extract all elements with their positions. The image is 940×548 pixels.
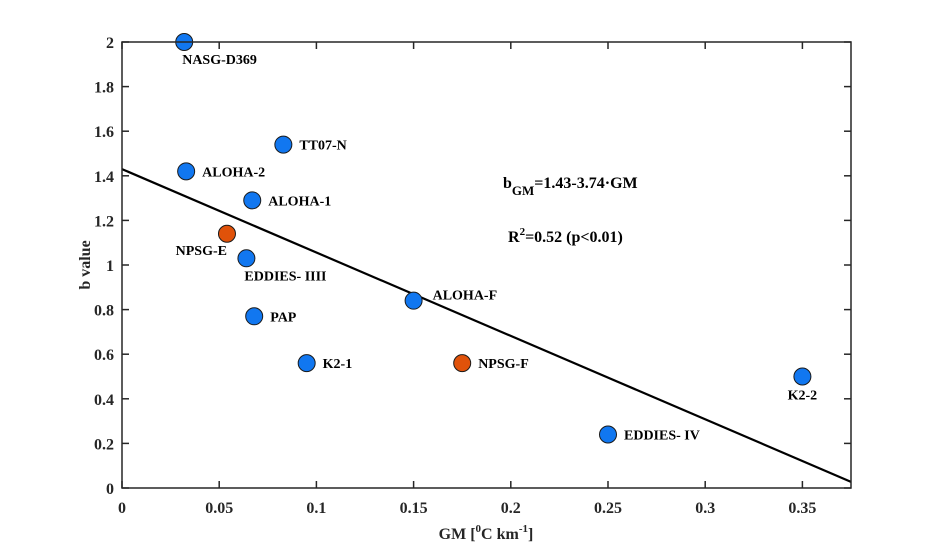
data-point-label: EDDIES- IIII [244, 269, 326, 284]
data-point [245, 307, 264, 326]
x-tick-label: 0.3 [695, 500, 715, 517]
y-tick-label: 0.6 [94, 347, 114, 364]
y-tick-label: 0.4 [94, 392, 114, 409]
data-point-label: NASG-D369 [182, 53, 257, 68]
data-point [404, 291, 423, 310]
x-tick-label: 0.2 [501, 500, 521, 517]
x-tick-label: 0.1 [306, 500, 326, 517]
y-tick-label: 0 [106, 481, 114, 498]
data-point-label: NPSG-F [478, 357, 529, 372]
x-tick-label: 0.25 [594, 500, 622, 517]
x-tick-label: 0.05 [205, 500, 233, 517]
data-point-label: EDDIES- IV [624, 428, 700, 443]
plot-frame [121, 41, 852, 489]
data-point [599, 425, 617, 444]
ticks-layer: 0 0.05 0.1 0.15 0.2 0.25 0.3 0.35 0 0.2 0.4 0.6 0.8 1… [94, 35, 851, 517]
data-point [274, 135, 293, 154]
equation-annotation: bGM=1.43-3.74·GM [503, 175, 638, 198]
y-tick-label: 1.8 [94, 80, 114, 97]
data-point [243, 191, 262, 210]
data-point-label: TT07-N [299, 139, 346, 154]
data-point-label: K2-2 [788, 389, 818, 404]
x-tick-label: 0.35 [788, 500, 816, 517]
data-point-label: ALOHA-2 [202, 165, 265, 180]
y-tick-label: 2 [106, 35, 114, 52]
data-point-label: ALOHA-1 [268, 194, 331, 209]
x-axis-title: GM [0C km-1] [439, 523, 534, 543]
data-point [177, 162, 196, 181]
y-tick-label: 1.4 [94, 169, 114, 186]
data-point [453, 354, 472, 373]
data-point-label: ALOHA-F [433, 289, 498, 304]
y-tick-label: 0.2 [94, 436, 114, 453]
r-squared-annotation: R2=0.52 (p<0.01) [508, 226, 623, 246]
x-tick-label: 0.15 [400, 500, 428, 517]
regression-line [121, 168, 852, 483]
y-tick-label: 1.6 [94, 124, 114, 141]
data-point [237, 249, 256, 268]
y-tick-label: 1.2 [94, 213, 114, 230]
y-tick-label: 0.8 [94, 303, 114, 320]
data-point-label: NPSG-E [176, 244, 227, 259]
data-point [297, 354, 316, 373]
data-point-label: K2-1 [323, 357, 353, 372]
x-tick-label: 0 [118, 500, 126, 517]
y-tick-label: 1 [106, 258, 114, 275]
data-point [217, 224, 236, 243]
data-point [793, 367, 812, 386]
data-point-label: PAP [270, 310, 297, 325]
y-axis-title: b value [77, 240, 94, 289]
